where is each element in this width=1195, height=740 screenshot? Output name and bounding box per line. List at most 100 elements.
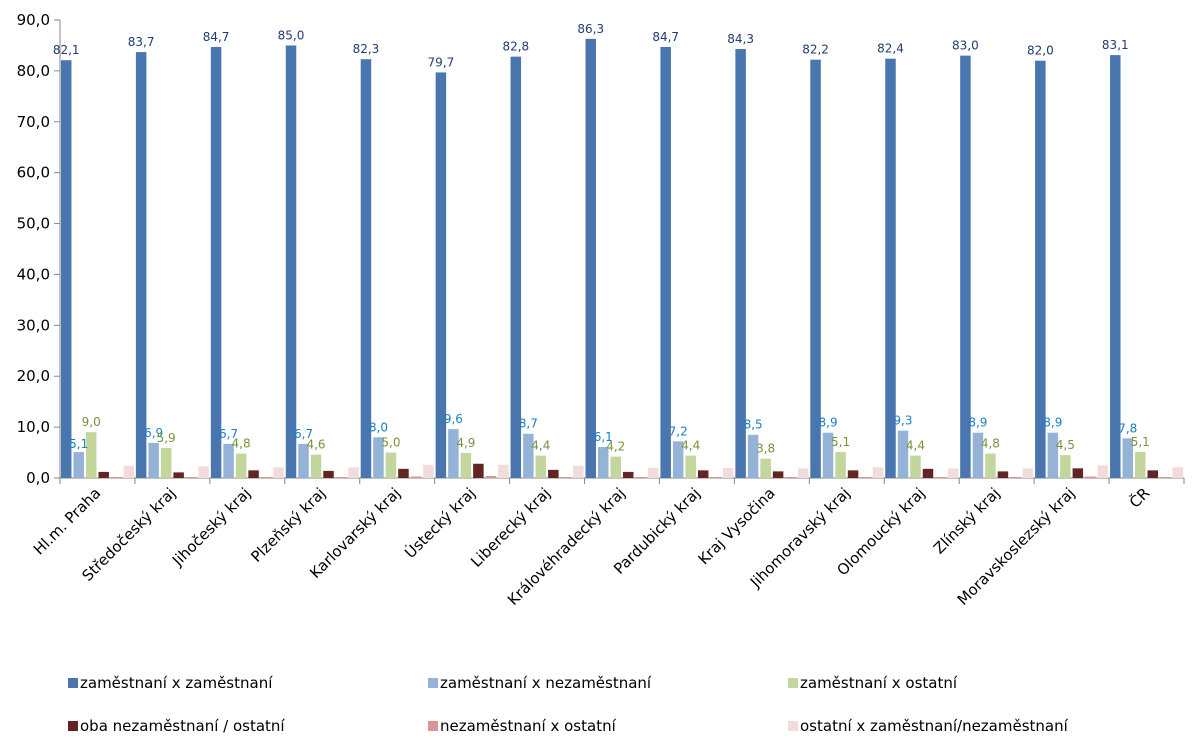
- data-label: 82,3: [353, 42, 380, 56]
- y-tick-label: 60,0: [17, 164, 50, 182]
- data-label: 5,0: [381, 436, 400, 450]
- data-label: 6,9: [144, 426, 163, 440]
- data-label: 4,8: [232, 437, 251, 451]
- bar: [722, 467, 734, 478]
- bar: [535, 455, 547, 478]
- data-label: 82,8: [502, 40, 529, 54]
- data-label: 8,5: [744, 418, 763, 432]
- data-label: 86,3: [577, 22, 604, 36]
- data-labels: 82,15,19,083,76,95,984,76,74,885,06,74,6…: [53, 22, 1150, 456]
- bar: [747, 434, 759, 478]
- legend-swatch: [68, 721, 78, 731]
- data-label: 82,0: [1027, 44, 1054, 58]
- category-label: Zlínský kraj: [930, 484, 1004, 558]
- bar: [710, 476, 721, 478]
- bar: [648, 467, 659, 478]
- bar: [960, 55, 971, 478]
- category-label: Plzeňský kraj: [247, 484, 329, 566]
- bar: [135, 52, 147, 479]
- bar: [772, 471, 784, 478]
- bar: [623, 471, 634, 478]
- legend: zaměstnaní x zaměstnaní zaměstnaní x neza…: [68, 674, 1069, 735]
- data-label: 82,2: [802, 43, 829, 57]
- bar: [598, 446, 609, 478]
- bar: [323, 470, 334, 478]
- y-tick-label: 80,0: [17, 62, 50, 80]
- bar: [672, 441, 684, 478]
- bar: [160, 447, 172, 478]
- bar: [897, 430, 909, 478]
- data-label: 5,1: [69, 437, 88, 451]
- bar: [248, 470, 259, 478]
- category-label: Hl.m. Praha: [30, 484, 104, 558]
- y-tick-label: 70,0: [17, 113, 50, 131]
- category-label: Jihočeský kraj: [168, 484, 254, 570]
- bar: [548, 469, 559, 478]
- bar: [760, 458, 771, 478]
- bar: [473, 463, 484, 478]
- data-label: 84,7: [652, 30, 679, 44]
- legend-swatch: [428, 721, 438, 731]
- bar: [360, 59, 372, 478]
- bar: [510, 56, 522, 478]
- bar: [1010, 476, 1021, 478]
- data-label: 5,1: [831, 435, 850, 449]
- legend-swatch: [428, 678, 438, 688]
- data-label: 9,0: [82, 415, 101, 429]
- bar: [885, 58, 896, 478]
- bar: [1072, 468, 1084, 478]
- y-tick-label: 90,0: [17, 11, 50, 29]
- bar: [810, 59, 821, 479]
- bar: [285, 45, 297, 478]
- bar: [348, 467, 359, 478]
- bar: [310, 454, 322, 478]
- bar: [398, 468, 409, 478]
- bar: [123, 465, 134, 478]
- data-label: 4,4: [681, 439, 700, 453]
- data-label: 4,2: [606, 440, 625, 454]
- bar: [872, 467, 884, 478]
- bar: [573, 465, 584, 478]
- bars: [60, 38, 1184, 479]
- data-label: 8,0: [369, 420, 388, 434]
- data-label: 7,2: [669, 424, 688, 438]
- data-label: 6,7: [294, 427, 313, 441]
- bar: [1097, 465, 1109, 478]
- data-label: 7,8: [1118, 421, 1137, 435]
- axes: 0,0 10,0 20,0 30,0 40,0 50,0 60,0 70,0 80,0 90,0: [17, 11, 1185, 487]
- y-tick-label: 0,0: [26, 469, 50, 487]
- bar: [947, 468, 959, 478]
- bar: [922, 468, 934, 478]
- bar: [210, 46, 222, 479]
- legend-label: oba nezaměstnaní / ostatní: [80, 717, 285, 735]
- data-label: 9,3: [893, 414, 912, 428]
- bar: [1035, 60, 1046, 478]
- data-label: 83,7: [128, 35, 155, 49]
- category-label: Liberecký kraj: [467, 484, 554, 571]
- bar: [85, 432, 97, 478]
- data-label: 79,7: [428, 55, 455, 69]
- y-tick-label: 50,0: [17, 215, 50, 233]
- data-label: 4,8: [981, 437, 1000, 451]
- bar: [685, 455, 696, 478]
- y-tick-label: 20,0: [17, 367, 50, 385]
- bar: [173, 472, 184, 478]
- data-label: 4,4: [906, 439, 925, 453]
- category-label: Ústecký kraj: [400, 483, 479, 562]
- bar: [847, 470, 859, 478]
- bar: [935, 476, 946, 478]
- bar: [485, 475, 497, 478]
- data-label: 85,0: [278, 28, 305, 42]
- bar: [610, 456, 621, 478]
- bar: [235, 453, 247, 478]
- bar: [1060, 455, 1071, 478]
- bar: [560, 476, 572, 478]
- legend-label: nezaměstnaní x ostatní: [440, 717, 617, 735]
- bar: [1135, 452, 1146, 478]
- data-label: 8,9: [1043, 416, 1062, 430]
- bar: [498, 464, 509, 478]
- bar: [835, 452, 846, 478]
- bar: [448, 429, 459, 478]
- y-tick-label: 10,0: [17, 418, 50, 436]
- bar: [660, 46, 671, 479]
